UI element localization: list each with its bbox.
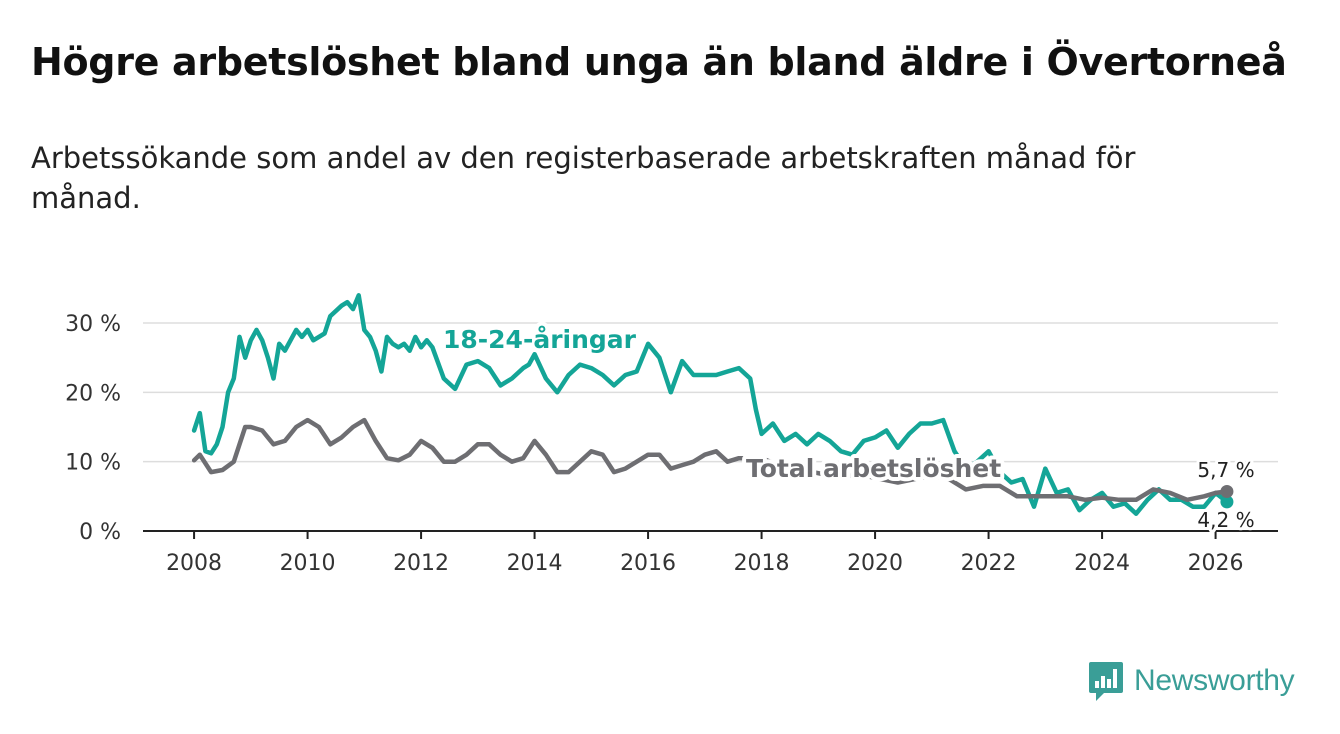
- y-tick-label: 30 %: [65, 312, 121, 337]
- total-series-label: Total arbetslöshet: [746, 454, 1001, 483]
- gridlines: [143, 322, 1278, 463]
- youth-series-label-halo: 18-24-åringar: [443, 325, 637, 354]
- total-end-value-label-halo: 5,7 %: [1197, 458, 1254, 482]
- total-end-value-label: 5,7 %: [1197, 458, 1254, 482]
- youth-end-value-label: 4,2 %: [1197, 508, 1254, 532]
- youth-series-line[interactable]: [191, 293, 1230, 516]
- y-tick-label: 20 %: [65, 381, 121, 406]
- x-tick-label: 2022: [961, 551, 1017, 576]
- axes: 0 % 10 % 20 % 30 % 2008 2010 2012 2014 2016 2018 2…: [65, 312, 1278, 576]
- total-series-line[interactable]: [191, 417, 1230, 503]
- youth-end-point[interactable]: [1220, 495, 1234, 509]
- x-tick-label: 2012: [393, 551, 449, 576]
- series-lines: [191, 293, 1234, 516]
- x-tick-label: 2010: [280, 551, 336, 576]
- chart-subtitle: Arbetssökande som andel av den registerb…: [31, 141, 1136, 215]
- x-tick-label: 2014: [507, 551, 563, 576]
- x-tick-label: 2008: [166, 551, 222, 576]
- y-tick-label: 0 %: [79, 520, 121, 545]
- bar-chart-icon: [1089, 662, 1123, 701]
- x-tick-label: 2026: [1188, 551, 1244, 576]
- brand-name: Newsworthy: [1134, 664, 1295, 697]
- total-end-point[interactable]: [1220, 484, 1234, 498]
- total-series-label-halo: Total arbetslöshet: [746, 454, 1001, 483]
- x-tick-label: 2016: [620, 551, 676, 576]
- youth-series-label: 18-24-åringar: [443, 325, 637, 354]
- chart-title: Högre arbetslöshet bland unga än bland ä…: [31, 40, 1287, 84]
- x-tick-label: 2020: [847, 551, 903, 576]
- youth-end-value-label-halo: 4,2 %: [1197, 508, 1254, 532]
- x-tick-label: 2018: [734, 551, 790, 576]
- y-tick-label: 10 %: [65, 451, 121, 476]
- newsworthy-logo[interactable]: Newsworthy: [1088, 660, 1295, 702]
- x-tick-label: 2024: [1074, 551, 1130, 576]
